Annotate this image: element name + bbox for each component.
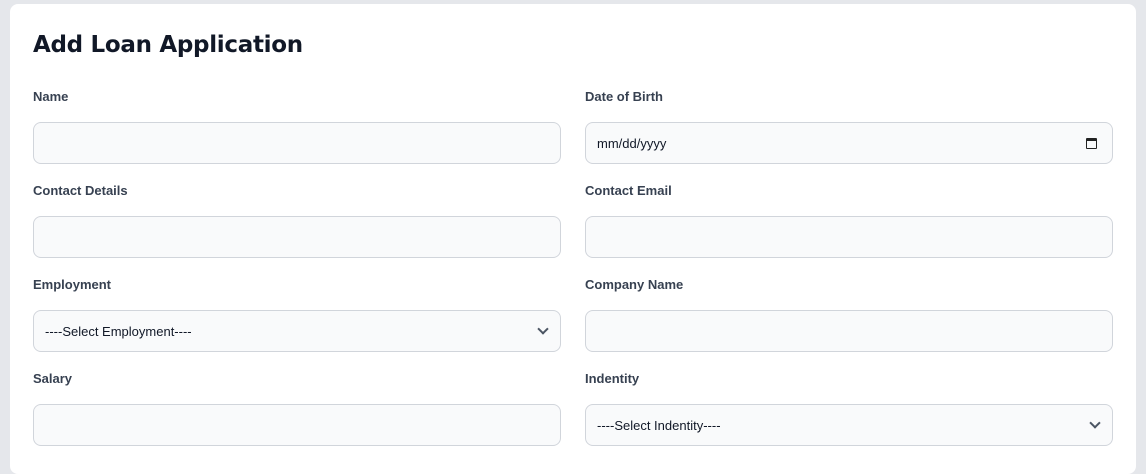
employment-selected: ----Select Employment---- [45, 323, 192, 339]
email-input[interactable] [585, 216, 1113, 258]
employment-field: Employment ----Select Employment---- [33, 276, 561, 352]
dob-placeholder: mm/dd/yyyy [597, 135, 667, 151]
contact-input[interactable] [33, 216, 561, 258]
salary-input[interactable] [33, 404, 561, 446]
identity-select[interactable]: ----Select Indentity---- [585, 404, 1113, 446]
company-field: Company Name [585, 276, 1113, 352]
salary-field: Salary [33, 370, 561, 446]
identity-selected: ----Select Indentity---- [597, 417, 721, 433]
email-field: Contact Email [585, 182, 1113, 258]
email-label: Contact Email [585, 183, 672, 198]
employment-label: Employment [33, 277, 112, 292]
chevron-down-icon [537, 323, 549, 335]
chevron-down-icon [1089, 417, 1101, 429]
identity-label: Indentity [585, 371, 640, 386]
dob-label: Date of Birth [585, 89, 663, 104]
name-field: Name [33, 88, 561, 164]
salary-label: Salary [33, 371, 73, 386]
dob-input[interactable]: mm/dd/yyyy [585, 122, 1113, 164]
employment-select[interactable]: ----Select Employment---- [33, 310, 561, 352]
calendar-icon[interactable] [1086, 137, 1097, 149]
contact-label: Contact Details [33, 183, 128, 198]
identity-field: Indentity ----Select Indentity---- [585, 370, 1113, 446]
name-label: Name [33, 89, 69, 104]
loan-form-card: Add Loan Application Name Date of Birth … [10, 4, 1136, 474]
name-input[interactable] [33, 122, 561, 164]
dob-field: Date of Birth mm/dd/yyyy [585, 88, 1113, 164]
company-input[interactable] [585, 310, 1113, 352]
contact-field: Contact Details [33, 182, 561, 258]
page-title: Add Loan Application [33, 32, 303, 58]
company-label: Company Name [585, 277, 684, 292]
